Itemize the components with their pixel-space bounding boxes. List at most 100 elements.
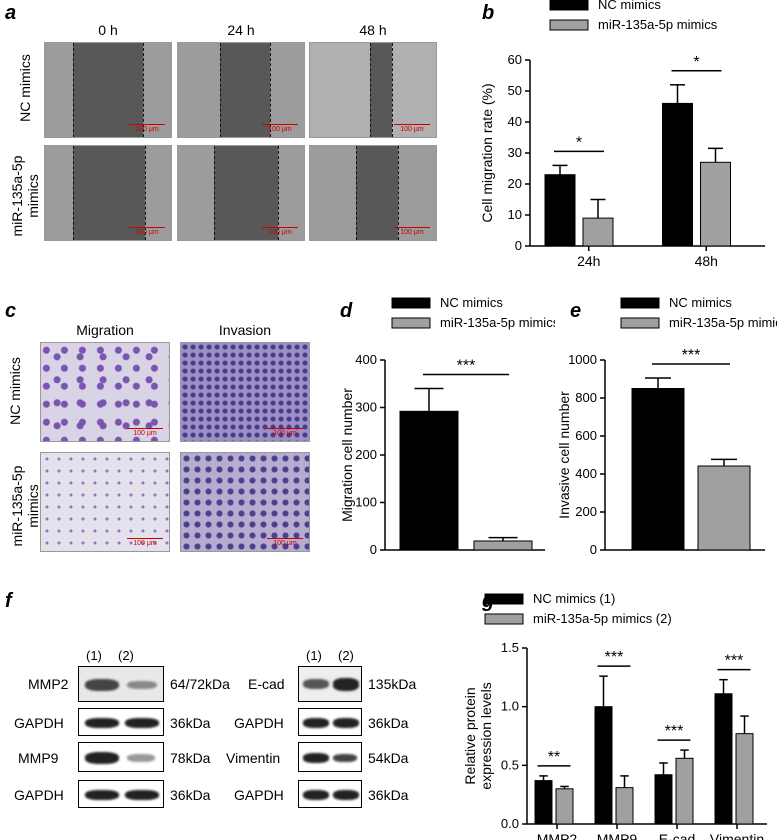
blot-label-gapdh-3: GAPDH: [234, 715, 284, 731]
y-axis-label: Relative protein: [462, 687, 478, 784]
y-tick-label: 0: [370, 542, 377, 557]
y-tick-label: 400: [575, 466, 597, 481]
blot-size-gapdh-1: 36kDa: [170, 715, 211, 731]
panel-d-letter: d: [340, 300, 353, 322]
panel-c-image-nc-migration: 100 μm: [40, 342, 170, 442]
legend-label-0: NC mimics: [598, 0, 661, 12]
panel-a-row-nc: NC mimics: [17, 38, 33, 138]
blot-label-gapdh-1: GAPDH: [14, 715, 64, 731]
legend-label-0: NC mimics: [440, 295, 503, 310]
panel-c-image-mir-migration: 100 μm: [40, 452, 170, 552]
legend-label-0: NC mimics (1): [533, 591, 615, 606]
scale-bar-label: 100 μm: [400, 126, 424, 133]
y-tick-label: 100: [355, 495, 377, 510]
blot-size-gapdh-3: 36kDa: [368, 715, 409, 731]
panel-c-row-mir-line1: miR-135a-5p: [9, 465, 25, 547]
y-tick-label: 200: [575, 504, 597, 519]
bar-0-3: [714, 693, 733, 825]
y-axis-label: Cell migration rate (%): [479, 83, 495, 222]
panel-b-letter: b: [482, 2, 495, 24]
blot-left-lane-1: (1): [86, 648, 102, 663]
legend-swatch-0: [549, 0, 589, 11]
legend-label-1: miR-135a-5p mimics: [440, 315, 555, 330]
panel-c-row-nc: NC mimics: [7, 341, 23, 441]
y-axis-label: Invasive cell number: [556, 391, 572, 519]
panel-c-image-mir-invasion: 100 μm: [180, 452, 310, 552]
y-tick-label: 1000: [568, 352, 597, 367]
y-tick-label: 50: [508, 83, 522, 98]
blot-gapdh-3: [298, 708, 362, 736]
y-tick-label: 0.0: [501, 816, 519, 831]
panel-a-image-nc-48h: 100 μm: [309, 42, 437, 138]
bar-1-0: [582, 217, 614, 247]
panel-a-row-mir-line1: miR-135a-5p: [9, 155, 25, 237]
significance-label: *: [693, 54, 699, 71]
significance-label: ***: [682, 347, 701, 364]
panel-a-letter: a: [5, 2, 17, 24]
y-tick-label: 1.5: [501, 640, 519, 655]
significance-label: ***: [725, 653, 744, 670]
blot-label-gapdh-2: GAPDH: [14, 787, 64, 803]
blot-label-mmp9: MMP9: [18, 750, 59, 766]
y-tick-label: 0: [590, 542, 597, 557]
significance-label: ***: [457, 358, 476, 375]
scale-bar: 100 μm: [129, 124, 165, 133]
bar-0-0: [631, 388, 685, 551]
blot-size-gapdh-4: 36kDa: [368, 787, 409, 803]
x-tick-label: E-cad: [659, 831, 696, 840]
panel-a-row-nc-text: NC mimics: [17, 54, 33, 122]
y-axis-label: Migration cell number: [339, 388, 355, 522]
y-tick-label: 10: [508, 207, 522, 222]
bar-1-3: [735, 733, 754, 825]
blot-size-ecad: 135kDa: [368, 676, 417, 692]
y-tick-label: 600: [575, 428, 597, 443]
scale-bar-label: 100 μm: [135, 229, 159, 236]
legend-swatch-1: [484, 613, 524, 625]
bar-0-0: [534, 780, 553, 825]
blot-right-lane-1: (1): [306, 648, 322, 663]
y-tick-label: 40: [508, 114, 522, 129]
scale-bar-label: 100 μm: [133, 430, 157, 437]
chart-e: NC mimics miR-135a-5p mimics 0 200 400 600 800…: [556, 295, 777, 557]
x-tick-label: Vimentin: [710, 831, 764, 840]
panel-a-image-mir-24h: 100 μm: [177, 145, 305, 241]
blot-left-lane-2: (2): [118, 648, 134, 663]
x-tick-label: MMP9: [597, 831, 638, 840]
blot-label-ecad: E-cad: [248, 676, 285, 692]
y-tick-label: 800: [575, 390, 597, 405]
blot-mmp2: [78, 666, 164, 702]
panel-a-time-48h: 48 h: [359, 22, 387, 38]
scale-bar: 100 μm: [267, 538, 303, 547]
panel-a-time-24h: 24 h: [227, 22, 255, 38]
blot-gapdh-1: [78, 708, 164, 736]
bar-1-0: [697, 465, 751, 551]
panel-c-col-invasion: Invasion: [218, 322, 272, 338]
panel-a-row-mir: miR-135a-5p mimics: [9, 146, 41, 246]
scale-bar-label: 100 μm: [400, 229, 424, 236]
blot-vimentin: [298, 742, 362, 772]
blot-label-mmp2: MMP2: [28, 676, 69, 692]
significance-label: *: [576, 134, 582, 151]
panel-a-image-nc-0h: 100 μm: [44, 42, 172, 138]
y-tick-label: 0.5: [501, 757, 519, 772]
blot-gapdh-4: [298, 780, 362, 808]
x-tick-label: 48h: [695, 253, 718, 269]
panel-c-row-mir: miR-135a-5p mimics: [9, 456, 41, 556]
panel-a-time-0h: 0 h: [98, 22, 118, 38]
bar-1-1: [615, 787, 634, 825]
bar-0-1: [662, 102, 693, 247]
panel-c-col-migration: Migration: [76, 322, 134, 338]
panel-c-row-nc-text: NC mimics: [7, 357, 23, 425]
blot-size-mmp2: 64/72kDa: [170, 676, 230, 692]
legend-swatch-0: [484, 593, 524, 605]
bar-1-1: [700, 161, 731, 247]
bar-0-0: [544, 174, 576, 247]
legend-swatch-0: [391, 297, 431, 309]
blot-ecad: [298, 666, 362, 702]
blot-right-lane-2: (2): [338, 648, 354, 663]
scale-bar: 100 μm: [262, 227, 298, 236]
legend-label-1: miR-135a-5p mimics: [598, 17, 718, 32]
chart-g: NC mimics (1) miR-135a-5p mimics (2) 0.0 0.…: [462, 591, 767, 840]
blot-gapdh-2: [78, 780, 164, 808]
panel-c-row-mir-line2: mimics: [25, 484, 41, 528]
